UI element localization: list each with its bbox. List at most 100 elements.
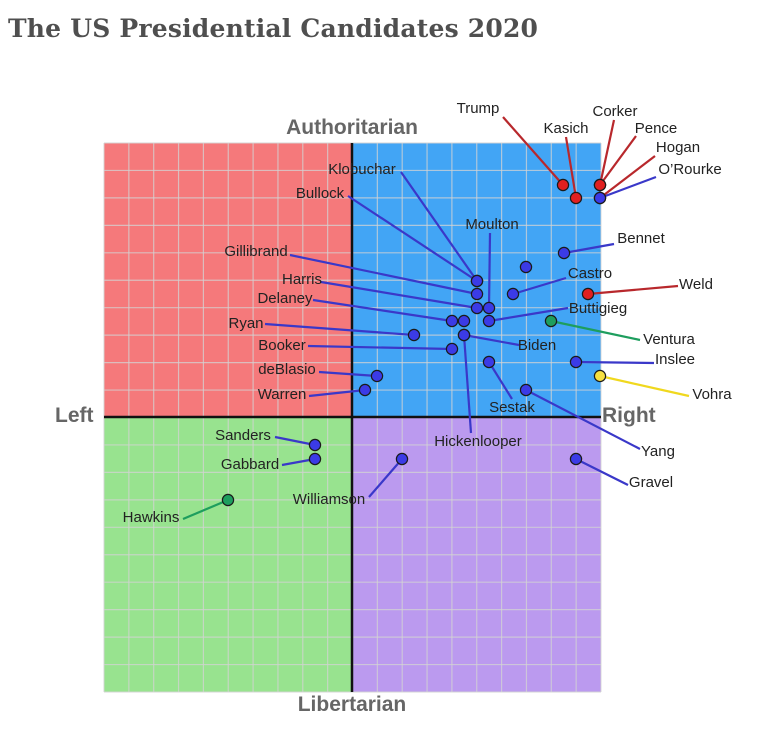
point-gabbard [308,452,322,466]
point-booker [445,342,459,356]
axis-label-bottom: Libertarian [298,693,407,716]
leader-line-williamson [368,458,403,498]
leader-line-bullock [347,195,478,282]
leader-lines [182,116,690,521]
label-orourke: O’Rourke [658,161,721,178]
point-hawkins [221,493,235,507]
point-ventura [544,314,558,328]
point-bullock [470,274,484,288]
leader-line-weld [587,284,679,296]
label-sestak: Sestak [489,399,535,416]
label-buttigieg: Buttigieg [569,300,627,317]
point-unlabeled [519,260,533,274]
point-inslee [569,355,583,369]
point-harris [470,301,484,315]
leader-line-castro [512,276,567,296]
axis-labels: Authoritarian Libertarian Left Right [55,116,656,716]
label-booker: Booker [258,337,306,354]
axes [104,143,601,692]
point-sanders [308,438,322,452]
leader-line-corker [598,119,616,186]
leader-line-delaney [312,298,453,323]
point-gillibrand [470,287,484,301]
label-vohra: Vohra [692,386,732,403]
label-ventura: Ventura [643,331,695,348]
leader-line-harris [320,280,478,310]
leader-line-bennet [563,242,615,255]
point-weld [581,287,595,301]
label-hogan: Hogan [656,139,700,156]
point-delaney [445,314,459,328]
point-yang [519,383,533,397]
leader-line-gillibrand [289,253,478,296]
point-orourke [593,191,607,205]
label-ryan: Ryan [228,315,263,332]
leader-line-hawkins [182,498,229,521]
leader-line-ryan [264,322,415,337]
page-title: The US Presidential Candidates 2020 [8,14,539,43]
label-gillibrand: Gillibrand [224,243,287,260]
label-gabbard: Gabbard [221,456,279,473]
label-hawkins: Hawkins [123,509,180,526]
leader-line-biden [463,333,520,347]
label-harris: Harris [282,271,322,288]
leader-line-sestak [488,361,513,400]
leader-line-gravel [575,458,629,486]
label-klobuchar: Klobuchar [328,161,396,178]
leader-line-deblasio [318,370,378,378]
point-sestak [482,355,496,369]
point-gravel [569,452,583,466]
label-trump: Trump [457,100,500,117]
point-ryan [407,328,421,342]
label-bennet: Bennet [617,230,665,247]
point-deblasio [370,369,384,383]
leader-line-hickenlooper [462,334,473,434]
leader-line-vohra [599,374,690,398]
leader-line-warren [308,388,366,398]
point-trump [556,178,570,192]
leader-line-sanders [274,435,316,447]
data-points [221,178,607,507]
leader-line-pence [599,135,637,186]
label-williamson: Williamson [293,491,366,508]
label-weld: Weld [679,276,713,293]
leader-line-klobuchar [400,171,478,282]
axis-label-left: Left [55,404,94,427]
label-kasich: Kasich [543,120,588,137]
label-moulton: Moulton [465,216,518,233]
point-pence [593,178,607,192]
label-deblasio: deBlasio [258,361,316,378]
label-gravel: Gravel [629,474,673,491]
point-moulton [482,301,496,315]
point-unlabeled [457,314,471,328]
leader-line-orourke [599,175,657,200]
leader-line-buttigieg [488,306,569,323]
label-delaney: Delaney [257,290,313,307]
point-buttigieg [482,314,496,328]
axis-label-top: Authoritarian [286,116,418,139]
label-castro: Castro [568,265,612,282]
label-bullock: Bullock [296,185,345,202]
label-hickenlooper: Hickenlooper [434,433,522,450]
point-castro [506,287,520,301]
leader-line-ventura [550,319,641,342]
label-corker: Corker [592,103,637,120]
point-warren [358,383,372,397]
label-yang: Yang [641,443,675,460]
point-hickenlooper [457,328,471,342]
leader-line-yang [525,389,641,450]
leader-line-trump [502,116,564,186]
label-pence: Pence [635,120,678,137]
leader-line-hogan [599,155,656,199]
leader-line-inslee [575,360,655,365]
label-inslee: Inslee [655,351,695,368]
point-kasich [569,191,583,205]
point-vohra [593,369,607,383]
label-biden: Biden [518,337,556,354]
axis-label-right: Right [602,404,656,427]
leader-line-booker [307,344,453,351]
point-bennet [557,246,571,260]
point-williamson [395,452,409,466]
